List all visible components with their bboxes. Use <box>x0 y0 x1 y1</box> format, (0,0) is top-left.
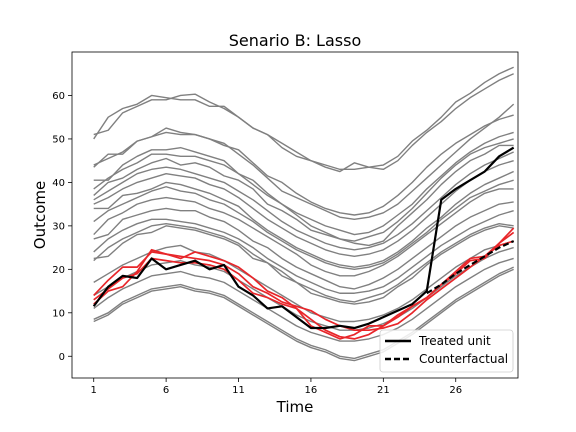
y-axis-label: Outcome <box>31 181 49 249</box>
y-tick-label: 10 <box>52 308 65 319</box>
treated-unit-line <box>92 146 515 330</box>
x-tick-label: 6 <box>163 385 169 396</box>
donor-series-line-16 <box>93 225 514 305</box>
x-tick-label: 21 <box>377 385 390 396</box>
legend: Treated unit Counterfactual <box>379 329 514 373</box>
donor-series-line-12 <box>93 188 514 277</box>
donor-series-line-7 <box>93 144 514 247</box>
y-tick-label: 50 <box>52 134 65 145</box>
donor-series-line-3 <box>93 103 515 221</box>
donor-series-line-21 <box>93 268 514 362</box>
plot-frame <box>71 51 519 379</box>
legend-frame <box>379 329 514 373</box>
donor-series-line-2 <box>93 73 514 171</box>
donor-series-line-20 <box>93 266 514 360</box>
x-tick-label: 1 <box>91 385 97 396</box>
series-layer <box>92 66 515 362</box>
donor-series-line-5 <box>93 131 514 236</box>
chart-title: Senario B: Lasso <box>229 31 361 50</box>
y-tick-label: 20 <box>52 265 65 276</box>
y-tick-label: 60 <box>52 91 65 102</box>
donor-series-line-8 <box>93 151 514 251</box>
y-tick-label: 30 <box>52 221 65 232</box>
y-tick-label: 0 <box>59 352 65 363</box>
donor-series-line-6 <box>93 138 514 242</box>
donor-series-line-13 <box>93 201 514 290</box>
y-axis-ticks: 0 10 20 30 40 50 60 <box>52 91 72 363</box>
donor-series-line-4 <box>93 114 514 216</box>
legend-counterfactual-label: Counterfactual <box>419 352 508 366</box>
donor-series-line-19 <box>93 257 514 342</box>
donor-series-line-9 <box>93 159 514 257</box>
x-axis-ticks: 1 6 11 16 21 26 <box>91 378 462 396</box>
x-tick-label: 26 <box>449 385 462 396</box>
y-tick-label: 40 <box>52 178 65 189</box>
donor-series-line-1 <box>93 66 514 173</box>
donor-series-line-10 <box>93 170 514 268</box>
x-tick-label: 16 <box>305 385 318 396</box>
counterfactual-line <box>426 240 515 295</box>
donor-series-line-11 <box>93 179 514 271</box>
x-axis-label: Time <box>276 398 314 416</box>
donor-series-line-15 <box>93 222 514 303</box>
donor-series-line-14 <box>93 209 514 294</box>
legend-treated-label: Treated unit <box>418 334 491 348</box>
x-tick-label: 11 <box>232 385 245 396</box>
